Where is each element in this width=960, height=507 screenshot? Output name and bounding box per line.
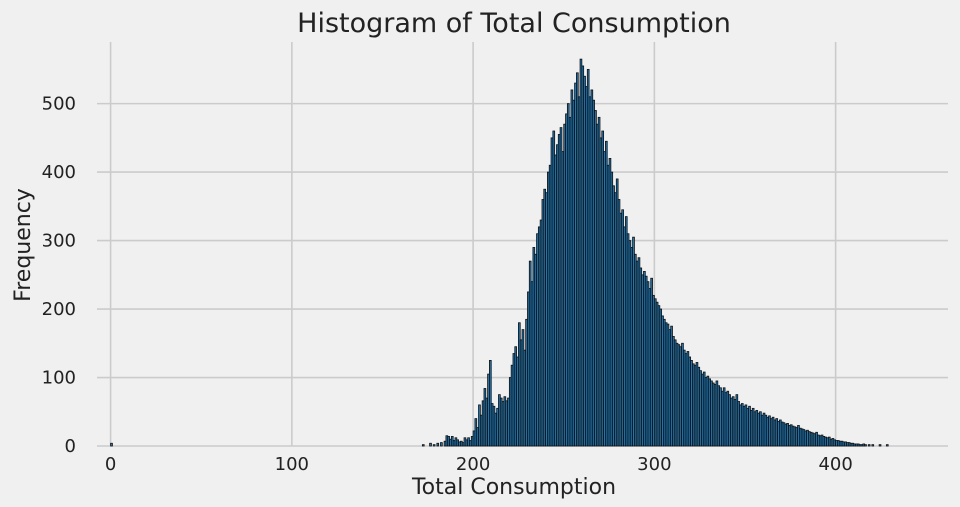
histogram-bar [110, 442, 113, 447]
grid-lines [97, 42, 948, 447]
histogram-bar [429, 442, 432, 447]
x-tick-label: 0 [105, 454, 116, 475]
histogram-bar [440, 442, 443, 447]
histogram-bar [432, 444, 436, 447]
x-tick-labels: 0 100 200 300 400 [105, 454, 853, 475]
histogram-bar [878, 444, 882, 447]
x-tick-label: 300 [637, 454, 671, 475]
y-axis-label: Frequency [11, 188, 36, 302]
x-tick-label: 400 [818, 454, 852, 475]
histogram-bar [867, 444, 871, 447]
histogram-bar [864, 444, 867, 447]
histogram-bar [436, 442, 440, 447]
chart-title: Histogram of Total Consumption [297, 8, 731, 39]
x-tick-label: 200 [456, 454, 490, 475]
x-tick-label: 100 [275, 454, 309, 475]
y-tick-label: 0 [65, 436, 76, 457]
y-tick-label: 500 [42, 94, 76, 115]
histogram-bar [885, 444, 889, 447]
histogram-bar [871, 444, 875, 447]
y-tick-label: 400 [42, 162, 76, 183]
x-axis-label: Total Consumption [411, 475, 616, 500]
y-tick-label: 200 [42, 299, 76, 320]
y-tick-labels: 0 100 200 300 400 500 [42, 94, 76, 457]
histogram-bars [110, 58, 889, 447]
y-tick-label: 100 [42, 368, 76, 389]
histogram-bar [421, 444, 425, 447]
y-tick-label: 300 [42, 231, 76, 252]
